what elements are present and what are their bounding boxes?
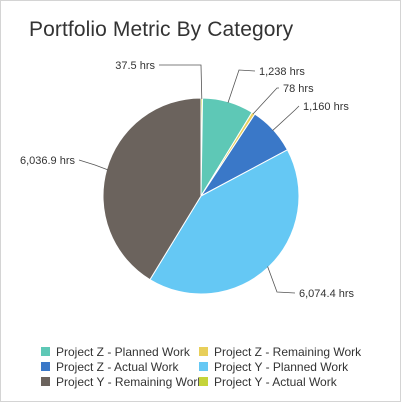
legend-label: Project Y - Actual Work — [214, 374, 337, 389]
chart-legend: Project Z - Planned Work Project Z - Rem… — [41, 344, 361, 389]
legend-swatch — [41, 347, 50, 356]
leader-line — [227, 69, 256, 103]
legend-item[interactable]: Project Y - Remaining Work — [41, 375, 203, 389]
legend-label: Project Z - Remaining Work — [214, 344, 362, 359]
data-label: 37.5 hrs — [115, 60, 155, 72]
legend-swatch — [199, 377, 208, 386]
pie-chart: 37.5 hrs 1,238 hrs 78 hrs 1,160 hrs 6,074.4 … — [20, 60, 355, 300]
data-label: 6,036.9 hrs — [20, 155, 76, 167]
legend-swatch — [199, 347, 208, 356]
legend-label: Project Z - Planned Work — [56, 344, 190, 359]
data-label: 78 hrs — [283, 83, 314, 95]
legend-item[interactable]: Project Y - Planned Work — [199, 360, 348, 374]
legend-label: Project Z - Actual Work — [56, 359, 179, 374]
leader-line — [252, 87, 279, 115]
legend-item[interactable]: Project Z - Planned Work — [41, 345, 199, 359]
data-label: 6,074.4 hrs — [299, 288, 355, 300]
chart-title: Portfolio Metric By Category — [29, 18, 294, 41]
data-label: 1,160 hrs — [303, 101, 349, 113]
leader-line — [272, 105, 300, 131]
leader-line — [78, 159, 108, 171]
legend-item[interactable]: Project Z - Remaining Work — [199, 345, 361, 359]
legend-item[interactable]: Project Y - Actual Work — [199, 375, 337, 389]
leader-line — [267, 266, 296, 294]
leader-line — [159, 64, 203, 100]
legend-label: Project Y - Remaining Work — [56, 374, 204, 389]
legend-swatch — [41, 377, 50, 386]
legend-item[interactable]: Project Z - Actual Work — [41, 360, 199, 374]
legend-label: Project Y - Planned Work — [214, 359, 349, 374]
legend-swatch — [199, 362, 208, 371]
legend-swatch — [41, 362, 50, 371]
data-label: 1,238 hrs — [259, 66, 305, 78]
